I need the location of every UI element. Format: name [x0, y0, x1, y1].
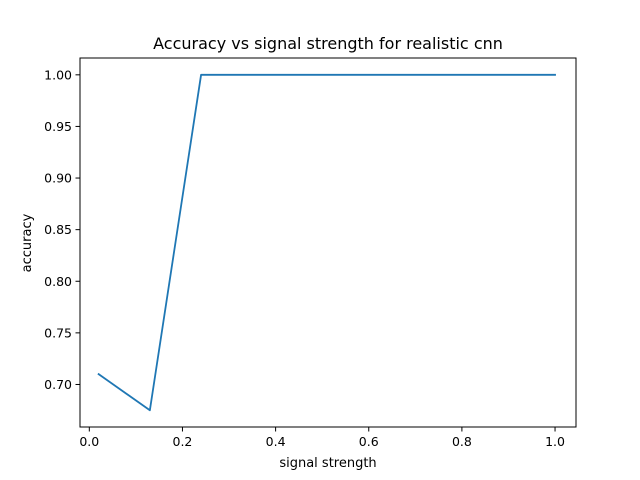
- x-tick-label: 0.6: [359, 434, 379, 449]
- y-tick-label: 0.75: [44, 325, 72, 340]
- x-tick-label: 0.8: [452, 434, 472, 449]
- series-line: [97, 73, 556, 412]
- y-tick-label: 0.85: [44, 222, 72, 237]
- y-tick-label: 0.80: [44, 274, 72, 289]
- y-axis: 0.70 0.75 0.80 0.85 0.90 0.95 1.00: [44, 67, 80, 392]
- x-tick-label: 1.0: [545, 434, 565, 449]
- y-tick-label: 0.90: [44, 171, 72, 186]
- x-axis: 0.0 0.2 0.4 0.6 0.8 1.0: [79, 427, 565, 449]
- series-layer: [97, 73, 556, 412]
- y-tick-label: 0.95: [44, 119, 72, 134]
- chart-title: Accuracy vs signal strength for realisti…: [153, 34, 503, 53]
- x-axis-label: signal strength: [279, 456, 376, 471]
- x-tick-label: 0.2: [173, 434, 193, 449]
- axes-frame: [79, 57, 577, 428]
- x-tick-label: 0.0: [79, 434, 99, 449]
- y-tick-label: 1.00: [44, 67, 72, 82]
- y-axis-label: accuracy: [20, 213, 35, 272]
- y-tick-label: 0.70: [44, 377, 72, 392]
- x-tick-label: 0.4: [266, 434, 286, 449]
